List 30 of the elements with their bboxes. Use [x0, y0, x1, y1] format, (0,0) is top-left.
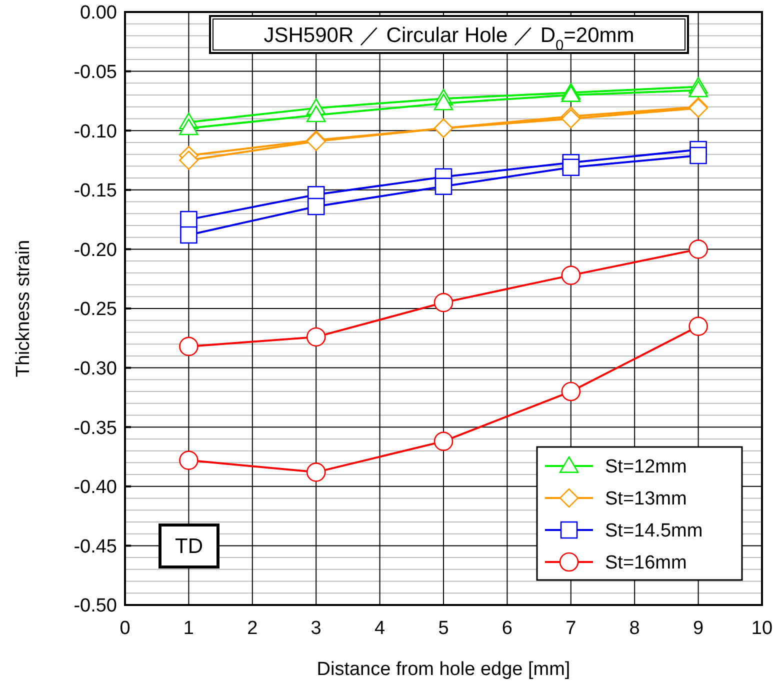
y-tick-label: -0.40 [74, 477, 117, 498]
x-tick-label: 9 [693, 618, 704, 639]
legend-label: St=13mm [605, 488, 687, 510]
y-tick-label: 0.00 [80, 2, 117, 24]
y-tick-label: -0.45 [74, 536, 117, 558]
x-tick-label: 2 [247, 618, 258, 639]
x-tick-label: 3 [310, 618, 322, 639]
y-tick-label: -0.25 [74, 299, 117, 320]
x-tick-label: 6 [502, 618, 512, 639]
legend-label: St=12mm [605, 456, 687, 478]
y-tick-label: -0.15 [74, 180, 117, 202]
text: JSH590R ／ Circular Hole ／ D$_{0}$=20mm [264, 24, 634, 54]
legend-label: St=14.5mm [605, 520, 703, 542]
x-tick-label: 5 [438, 618, 449, 639]
legend-label: St=16mm [605, 552, 687, 574]
x-axis-title: Distance from hole edge [mm] [316, 659, 570, 680]
x-tick-label: 1 [183, 618, 194, 639]
x-tick-label: 4 [374, 618, 386, 639]
x-tick-label: 0 [120, 618, 130, 639]
y-tick-label: -0.05 [74, 62, 117, 83]
y-tick-label: -0.50 [74, 596, 117, 617]
annotation: TD [175, 535, 203, 558]
y-tick-label: -0.20 [74, 240, 117, 261]
x-tick-label: 8 [629, 618, 640, 639]
y-tick-label: -0.10 [74, 121, 117, 142]
y-tick-label: -0.35 [74, 418, 117, 439]
y-tick-label: -0.30 [74, 358, 117, 380]
x-tick-label: 10 [751, 618, 773, 639]
x-tick-label: 7 [566, 618, 576, 639]
y-axis-title: Thickness strain [13, 240, 34, 378]
